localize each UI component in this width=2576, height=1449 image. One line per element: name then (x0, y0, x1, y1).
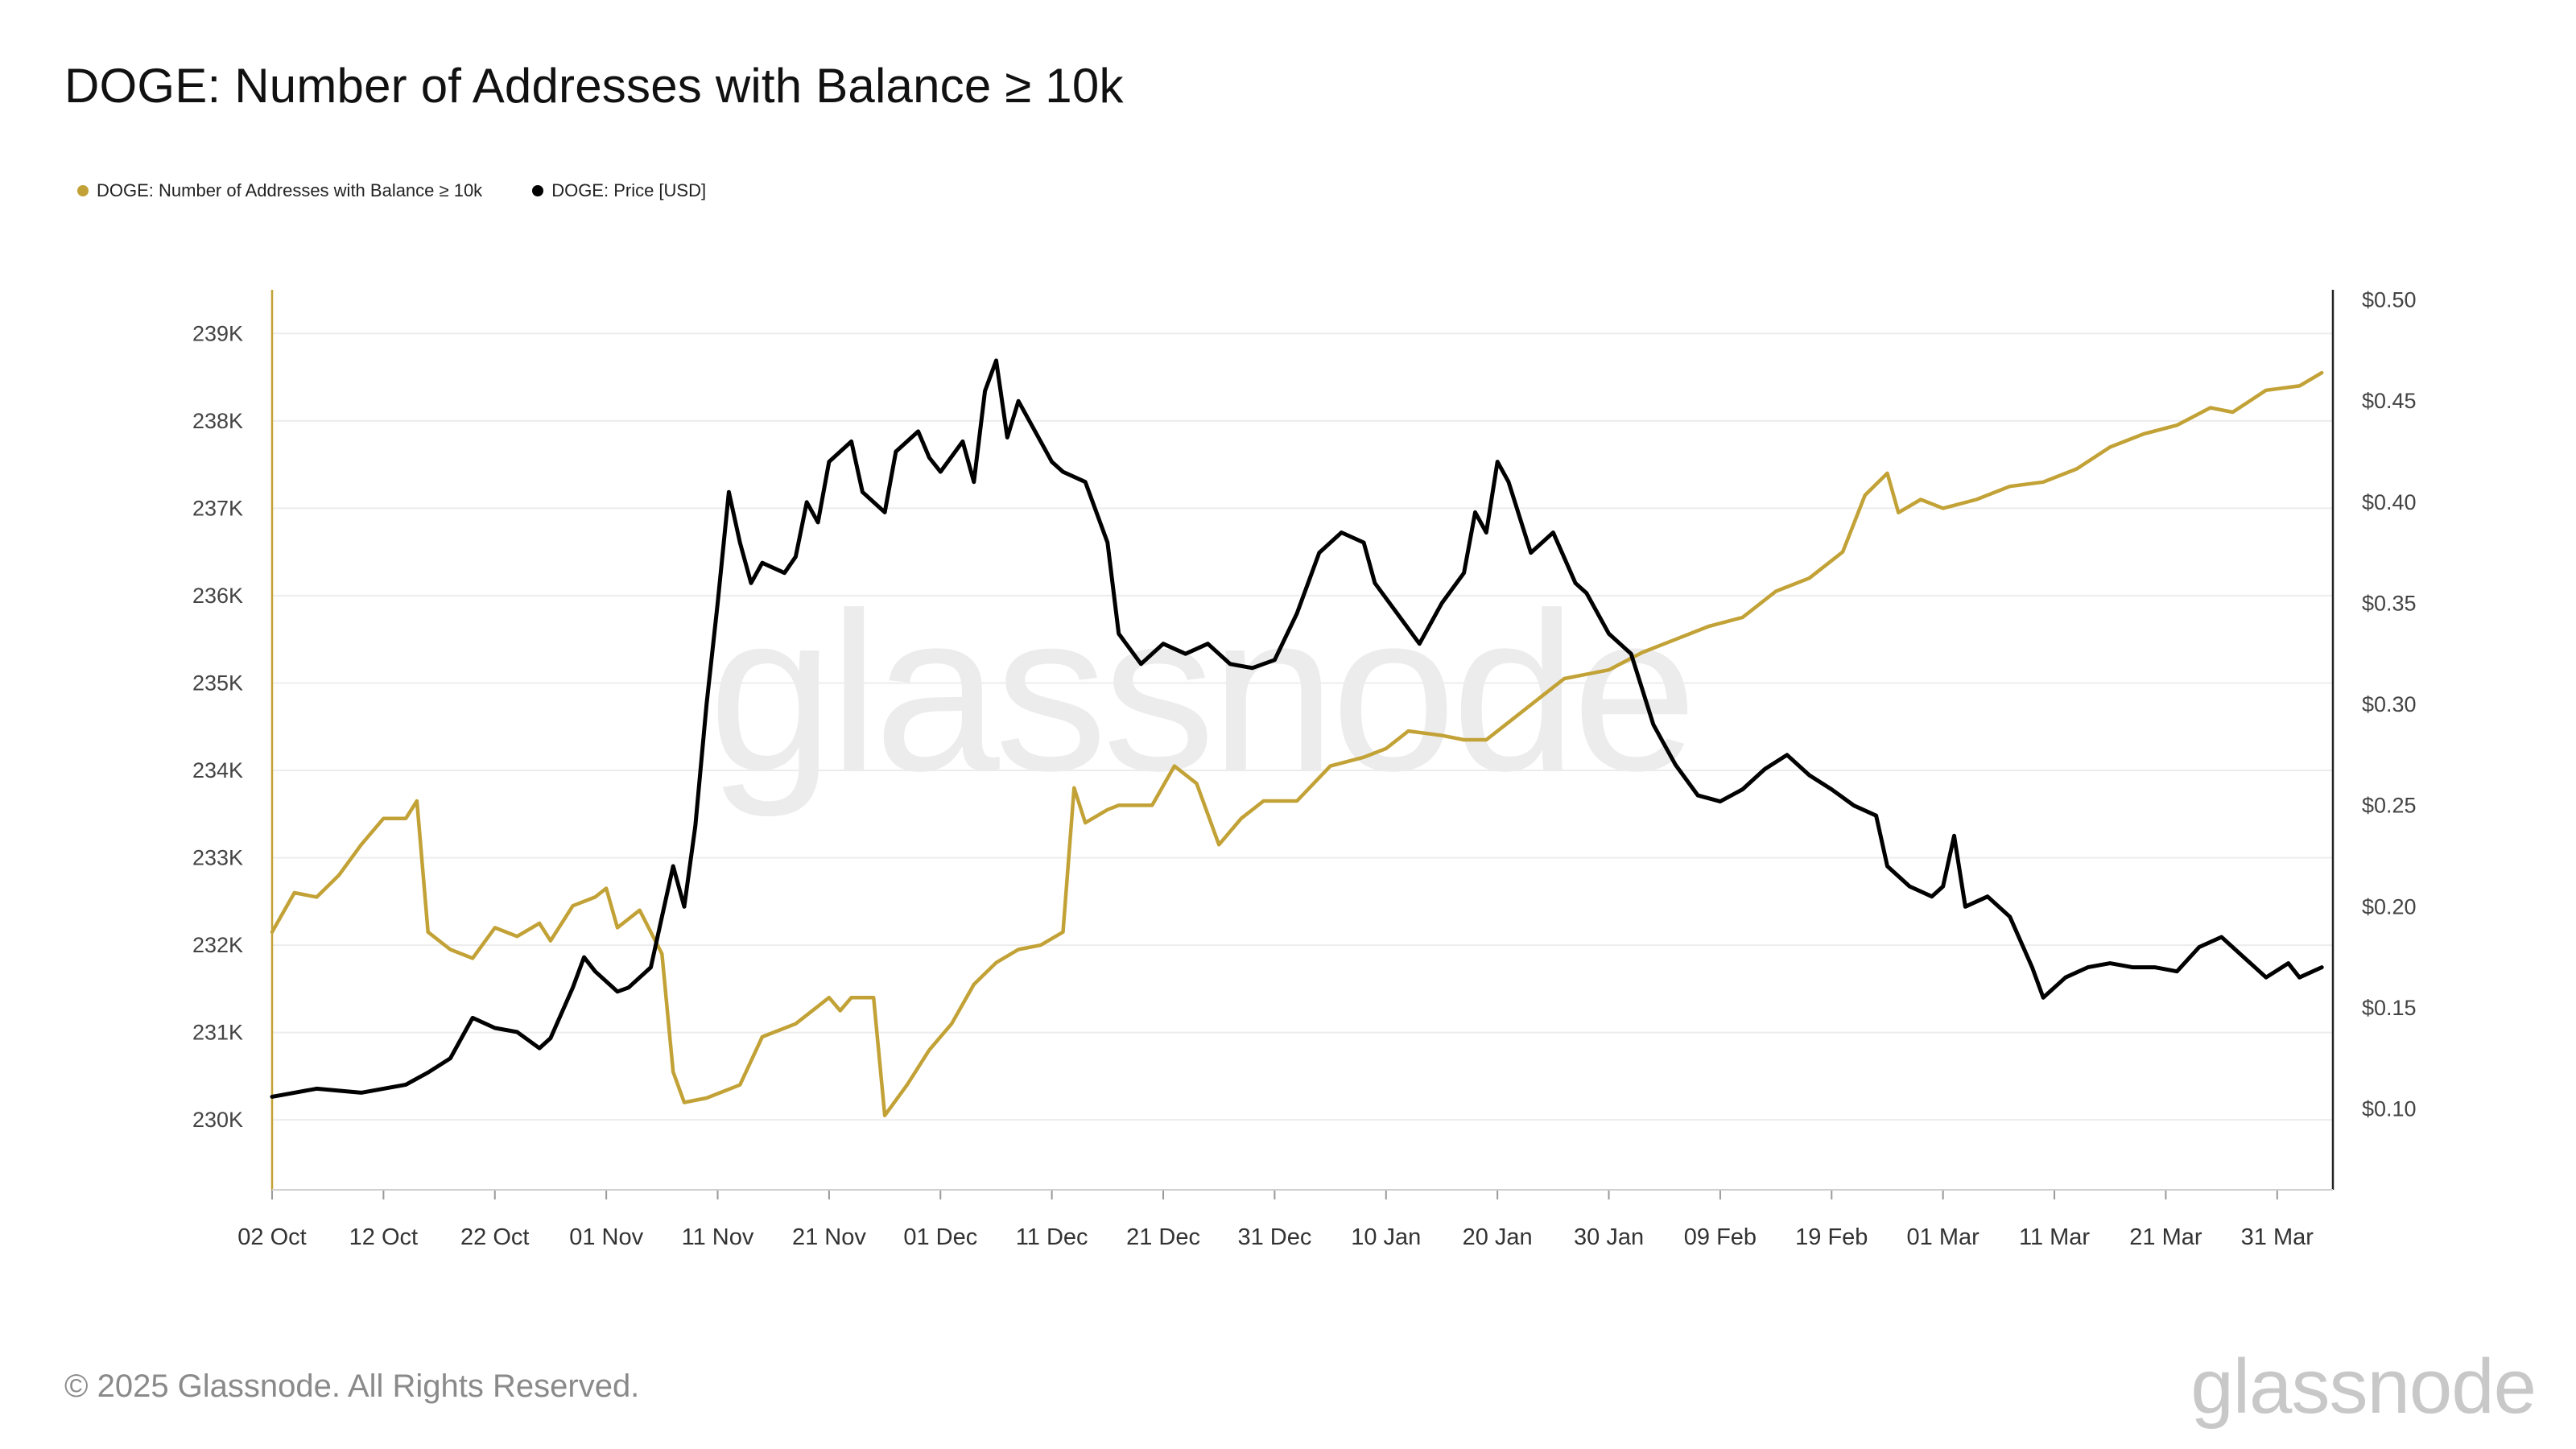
y-left-tick-label: 232K (192, 933, 243, 957)
y-left-tick-label: 231K (192, 1021, 243, 1045)
x-tick-label: 09 Feb (1684, 1224, 1757, 1250)
y-right-tick-label: $0.10 (2362, 1097, 2417, 1121)
y-right-tick-label: $0.15 (2362, 996, 2417, 1020)
x-tick-label: 01 Mar (1907, 1224, 1980, 1250)
legend-label-addresses: DOGE: Number of Addresses with Balance ≥… (97, 180, 483, 200)
glassnode-watermark: glassnode (708, 567, 1698, 818)
y-right-tick-label: $0.35 (2362, 591, 2417, 615)
y-right-tick-label: $0.30 (2362, 692, 2417, 716)
x-tick-label: 20 Jan (1463, 1224, 1533, 1250)
series-line-price (270, 358, 2324, 1099)
x-tick-label: 12 Oct (349, 1224, 418, 1250)
x-tick-label: 31 Dec (1237, 1224, 1311, 1250)
legend-label-price: DOGE: Price [USD] (551, 180, 707, 200)
y-left-tick-label: 234K (192, 758, 243, 782)
y-right-tick-label: $0.25 (2362, 794, 2417, 818)
legend-item-price[interactable]: DOGE: Price [USD] (532, 180, 706, 201)
x-tick-label: 22 Oct (460, 1224, 529, 1250)
x-tick-label: 31 Mar (2241, 1224, 2314, 1250)
x-tick-label: 21 Mar (2129, 1224, 2202, 1250)
glassnode-logo[interactable]: glassnode (2190, 1344, 2537, 1430)
y-left-tick-label: 237K (192, 496, 243, 520)
y-left-tick-label: 238K (192, 409, 243, 433)
x-tick-label: 11 Dec (1016, 1224, 1088, 1250)
copyright-text: © 2025 Glassnode. All Rights Reserved. (64, 1368, 640, 1404)
axes: 230K 231K 232K 233K 234K 235K 236K 237K 238K 239K… (192, 288, 2417, 1250)
y-left-tick-label: 239K (192, 321, 243, 345)
x-tick-label: 30 Jan (1574, 1224, 1644, 1250)
y-right-tick-label: $0.50 (2362, 288, 2417, 312)
y-right-tick-label: $0.20 (2362, 894, 2417, 919)
y-right-tick-label: $0.40 (2362, 490, 2417, 514)
x-tick-label: 10 Jan (1351, 1224, 1421, 1250)
series-line-addresses (270, 370, 2324, 1117)
y-left-tick-label: 233K (192, 846, 243, 870)
y-left-tick-label: 236K (192, 584, 243, 608)
legend-dot-price (532, 185, 544, 196)
y-left-tick-label: 230K (192, 1108, 243, 1132)
chart-title: DOGE: Number of Addresses with Balance ≥… (64, 59, 1124, 113)
x-tick-label: 19 Feb (1795, 1224, 1868, 1250)
x-tick-label: 02 Oct (237, 1224, 306, 1250)
gridlines (272, 332, 2333, 1121)
x-tick-label: 21 Dec (1126, 1224, 1200, 1250)
x-tick-label: 11 Mar (2019, 1224, 2090, 1250)
x-tick-label: 01 Nov (569, 1224, 643, 1250)
x-tick-label: 01 Dec (903, 1224, 977, 1250)
chart-legend: DOGE: Number of Addresses with Balance ≥… (77, 180, 706, 201)
series-lines (270, 358, 2324, 1117)
x-tick-label: 11 Nov (682, 1224, 754, 1250)
legend-dot-addresses (77, 185, 89, 196)
y-right-tick-label: $0.45 (2362, 389, 2417, 413)
legend-item-addresses[interactable]: DOGE: Number of Addresses with Balance ≥… (77, 180, 482, 201)
x-tick-label: 21 Nov (792, 1224, 866, 1250)
y-left-tick-label: 235K (192, 671, 243, 695)
